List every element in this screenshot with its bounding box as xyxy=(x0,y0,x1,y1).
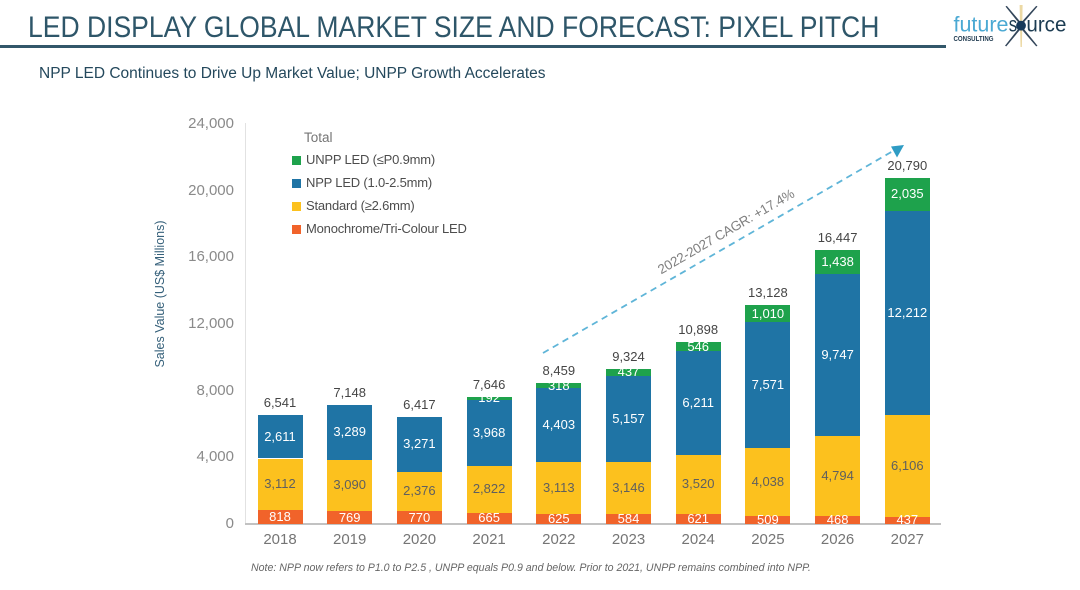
svg-text:CONSULTING: CONSULTING xyxy=(954,34,994,43)
svg-text:future: future xyxy=(954,14,1009,37)
svg-text:urce: urce xyxy=(1026,14,1066,37)
svg-text:s: s xyxy=(1009,14,1017,37)
